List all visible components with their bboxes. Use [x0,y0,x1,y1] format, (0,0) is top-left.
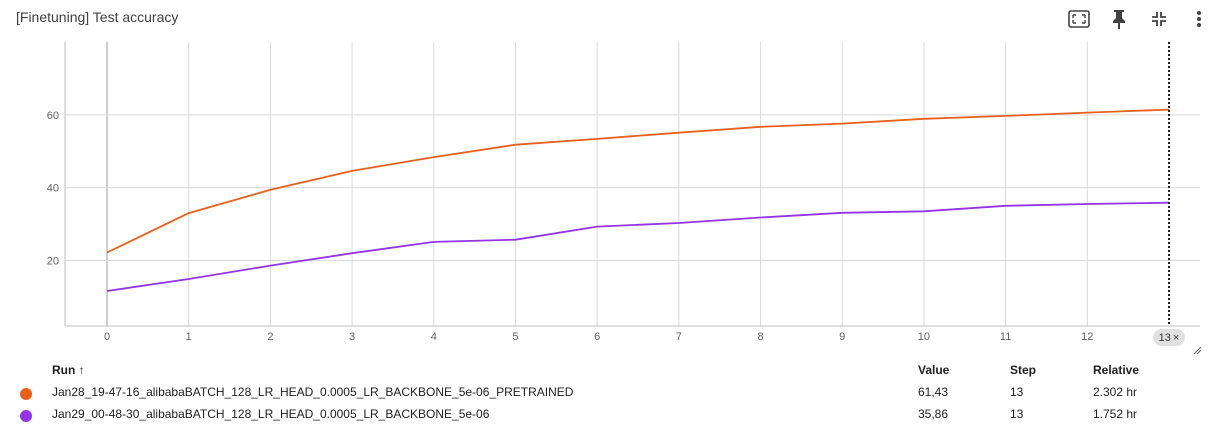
chart-toolbar [1066,6,1212,32]
run-value: 61,43 [918,385,949,399]
x-tick-label: 1 [186,331,192,343]
pin-button[interactable] [1106,6,1132,32]
header-step[interactable]: Step [1010,363,1037,377]
table-header: Run ↑ Value Step Relative [0,360,1220,382]
header-run[interactable]: Run ↑ [52,363,85,377]
header-relative[interactable]: Relative [1093,363,1140,377]
more-options-button[interactable] [1186,6,1212,32]
more-vert-icon [1197,11,1201,27]
step-badge[interactable]: 13 × [1153,329,1185,346]
fit-to-data-icon [1068,10,1090,28]
chart-series [106,108,1170,292]
chart-grid [65,42,1200,326]
x-tick-label: 2 [267,331,273,343]
x-tick-label: 10 [918,331,930,343]
close-icon[interactable]: × [1172,331,1180,344]
header-value[interactable]: Value [918,363,950,377]
table-row[interactable]: Jan29_00-48-30_alibabaBATCH_128_LR_HEAD_… [0,404,1220,426]
x-tick-label: 9 [839,331,845,343]
y-tick-label: 60 [47,110,59,122]
table-row[interactable]: Jan28_19-47-16_alibabaBATCH_128_LR_HEAD_… [0,382,1220,404]
run-value: 35,86 [918,407,949,421]
step-badge-label: 13 [1158,331,1171,344]
chart-title: [Finetuning] Test accuracy [16,9,179,25]
run-step: 13 [1010,385,1024,399]
x-tick-label: 4 [431,331,437,343]
x-tick-label: 12 [1081,331,1093,343]
x-tick-label: 7 [676,331,682,343]
run-color-dot [20,410,32,422]
x-tick-label: 5 [512,331,518,343]
collapse-button[interactable] [1146,6,1172,32]
fit-to-data-button[interactable] [1066,6,1092,32]
y-tick-label: 40 [47,183,59,195]
run-color-dot [20,388,32,400]
y-tick-label: 20 [47,255,59,267]
series-line-0 [106,108,1170,254]
resize-handle-icon[interactable] [1193,346,1202,355]
collapse-icon [1152,12,1166,26]
runs-table: Run ↑ Value Step Relative Jan28_19-47-16… [0,360,1220,426]
run-step: 13 [1010,407,1024,421]
pin-icon [1113,10,1125,29]
run-relative: 2.302 hr [1093,385,1138,399]
x-tick-label: 6 [594,331,600,343]
x-tick-label: 3 [349,331,355,343]
x-tick-label: 0 [104,331,110,343]
run-name: Jan29_00-48-30_alibabaBATCH_128_LR_HEAD_… [52,407,490,421]
x-tick-label: 11 [1000,331,1011,343]
run-name: Jan28_19-47-16_alibabaBATCH_128_LR_HEAD_… [52,385,574,399]
series-line-1 [106,201,1170,292]
x-tick-label: 8 [757,331,763,343]
run-relative: 1.752 hr [1093,407,1138,421]
